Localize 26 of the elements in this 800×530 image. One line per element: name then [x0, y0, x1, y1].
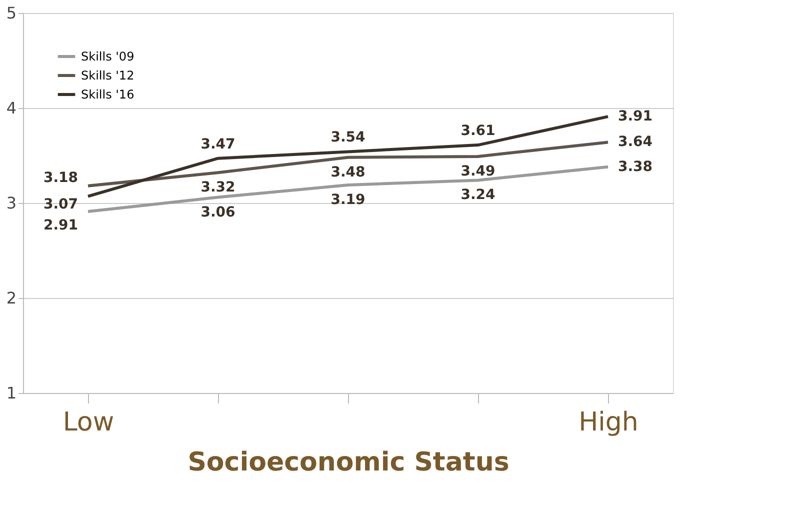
- data-label: 3.91: [618, 108, 653, 125]
- data-label: 3.06: [200, 204, 236, 220]
- data-label: 3.24: [460, 187, 496, 204]
- data-label: 3.38: [618, 158, 653, 175]
- x-tick-label: Low: [62, 408, 114, 438]
- data-label: 3.49: [460, 163, 496, 180]
- x-tick-label: High: [578, 408, 638, 438]
- data-label: 3.18: [43, 170, 78, 186]
- data-label: 2.91: [43, 218, 78, 234]
- data-label: 3.19: [330, 192, 366, 208]
- data-label: 3.47: [200, 136, 236, 152]
- data-label: 3.64: [618, 134, 653, 150]
- legend-label: Skills '09: [81, 50, 134, 64]
- data-label: 3.07: [43, 196, 78, 212]
- y-tick-label: 2: [6, 288, 16, 308]
- x-axis-title: Socioeconomic Status: [188, 448, 510, 478]
- data-label: 3.61: [460, 123, 496, 140]
- legend-label: Skills '16: [81, 88, 134, 102]
- y-tick-label: 4: [6, 98, 16, 118]
- legend-label: Skills '12: [81, 68, 134, 82]
- y-tick-label: 5: [6, 4, 16, 22]
- data-label: 3.54: [330, 130, 366, 146]
- data-label: 3.32: [200, 180, 236, 196]
- y-tick-label: 1: [6, 384, 16, 402]
- data-label: 3.48: [330, 164, 366, 180]
- y-tick-label: 3: [6, 194, 16, 212]
